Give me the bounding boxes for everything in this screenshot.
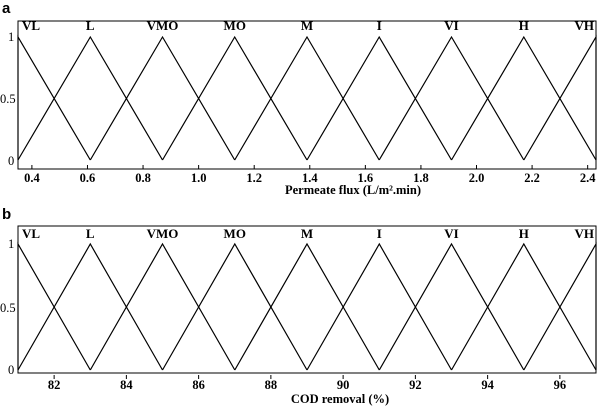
- x-tick-label: 2.2: [524, 171, 540, 185]
- set-label-mo: MO: [224, 226, 246, 241]
- panel-a-y-ticks: 1 0.5 0: [0, 30, 16, 168]
- panel-b-series: [17, 241, 597, 371]
- set-label-vmo: VMO: [147, 226, 179, 241]
- membership-line-vi: [378, 35, 525, 161]
- panel-b-y-ticks: 1 0.5 0: [0, 237, 16, 377]
- set-label-m: M: [301, 18, 313, 33]
- set-label-vi: VI: [444, 18, 458, 33]
- set-label-i: I: [377, 18, 382, 33]
- x-tick-label: 86: [192, 378, 205, 392]
- x-tick-label: 2.4: [580, 171, 596, 185]
- membership-line-vmo: [89, 35, 236, 161]
- x-tick-label: 2.0: [469, 171, 485, 185]
- panel-b-x-axis-label: COD removal (%): [291, 392, 389, 406]
- x-tick-label: 90: [337, 378, 350, 392]
- membership-line-mo: [161, 242, 308, 371]
- membership-line-i: [306, 35, 453, 161]
- membership-line-m: [234, 35, 380, 161]
- membership-line-i: [306, 242, 453, 371]
- x-tick-label: 88: [265, 378, 278, 392]
- x-tick-label: 1.0: [191, 171, 207, 185]
- x-tick-label: 1.2: [246, 171, 262, 185]
- x-tick-label: 1.4: [302, 171, 318, 185]
- set-label-vi: VI: [444, 226, 458, 241]
- ytick-label: 1: [8, 30, 14, 44]
- x-tick-label: 92: [409, 378, 422, 392]
- set-label-l: L: [86, 18, 95, 33]
- set-label-vmo: VMO: [147, 18, 179, 33]
- x-tick-label: 82: [48, 378, 61, 392]
- x-tick-label: 94: [481, 378, 494, 392]
- set-label-l: L: [86, 226, 95, 241]
- set-label-vh: VH: [575, 18, 595, 33]
- panel-b-x-ticks: 82 84 86 88 90 92 94 96: [48, 375, 566, 392]
- panel-a-x-axis-label: Permeate flux (L/m².min): [285, 183, 421, 197]
- membership-line-l: [17, 242, 164, 371]
- set-label-h: H: [519, 18, 529, 33]
- x-tick-label: 96: [554, 378, 567, 392]
- ytick-label: 0: [8, 363, 14, 377]
- set-label-vh: VH: [575, 226, 595, 241]
- panel-b-cod-removal: b 1 0.5 0 VL L VMO MO M I VI H VH 82 84 86 88 90 92 94…: [0, 206, 597, 406]
- x-tick-label: 1.6: [358, 171, 374, 185]
- membership-line-vmo: [89, 242, 236, 371]
- ytick-label: 0.5: [0, 301, 16, 315]
- panel-b-set-labels: VL L VMO MO M I VI H VH: [22, 226, 594, 241]
- panel-a-set-labels: VL L VMO MO M I VI H VH: [22, 18, 594, 33]
- x-tick-label: 1.8: [413, 171, 429, 185]
- panel-a-x-ticks: 0.4 0.6 0.8 1.0 1.2 1.4 1.6 1.8 2.0 2.2 2.4: [24, 165, 596, 185]
- x-tick-label: 84: [120, 378, 133, 392]
- membership-line-vh: [523, 241, 597, 371]
- membership-line-h: [450, 35, 597, 161]
- set-label-h: H: [519, 226, 529, 241]
- panel-a-axes-frame: [17, 20, 597, 170]
- panel-b-axes-frame: [17, 225, 597, 374]
- membership-line-vl: [17, 241, 91, 371]
- set-label-mo: MO: [224, 18, 246, 33]
- membership-line-h: [450, 242, 597, 371]
- panel-a-letter: a: [2, 0, 11, 17]
- ytick-label: 0.5: [0, 92, 16, 106]
- panel-b-letter: b: [2, 206, 11, 223]
- panel-a-series: [17, 34, 597, 161]
- ytick-label: 0: [8, 154, 14, 168]
- panel-a-permeate-flux: a 1 0.5 0 VL L VMO MO M I VI H VH 0.4 0.6 0.8 1.0 1.…: [0, 0, 597, 197]
- membership-line-vh: [523, 34, 597, 161]
- ytick-label: 1: [8, 237, 14, 251]
- x-tick-label: 0.4: [24, 171, 40, 185]
- set-label-vl: VL: [22, 18, 40, 33]
- x-tick-label: 0.8: [135, 171, 151, 185]
- x-tick-label: 0.6: [80, 171, 96, 185]
- membership-line-m: [234, 242, 380, 371]
- membership-line-mo: [161, 35, 308, 161]
- membership-line-l: [17, 35, 164, 161]
- set-label-vl: VL: [22, 226, 40, 241]
- set-label-i: I: [377, 226, 382, 241]
- membership-line-vl: [17, 34, 91, 161]
- set-label-m: M: [301, 226, 313, 241]
- membership-line-vi: [378, 242, 525, 371]
